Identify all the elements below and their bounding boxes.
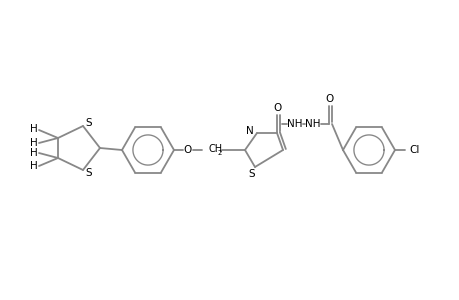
Text: CH: CH [208, 144, 223, 154]
Text: NH: NH [286, 119, 302, 129]
Text: O: O [273, 103, 281, 113]
Text: O: O [184, 145, 192, 155]
Text: H: H [30, 148, 38, 158]
Text: O: O [325, 94, 333, 104]
Text: H: H [30, 138, 38, 148]
Text: N: N [246, 126, 253, 136]
Text: Cl: Cl [409, 145, 419, 155]
Text: H: H [30, 124, 38, 134]
Text: S: S [248, 169, 255, 179]
Text: 2: 2 [218, 150, 222, 156]
Text: NH: NH [305, 119, 320, 129]
Text: S: S [85, 118, 92, 128]
Text: H: H [30, 161, 38, 171]
Text: S: S [85, 168, 92, 178]
